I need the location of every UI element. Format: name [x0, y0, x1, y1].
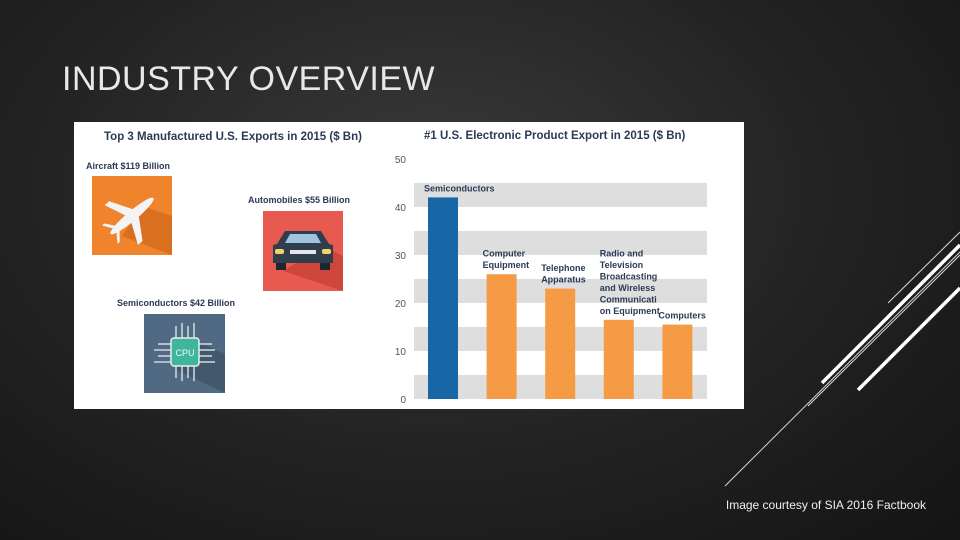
airplane-icon — [92, 176, 172, 255]
semiconductor-export-label: Semiconductors $42 Billion — [117, 298, 236, 308]
aircraft-export-label: Aircraft $119 Billion — [86, 161, 171, 171]
semiconductor-tile: CPU — [144, 314, 225, 393]
automobile-tile — [263, 211, 343, 291]
left-panel-title: Top 3 Manufactured U.S. Exports in 2015 … — [104, 131, 362, 143]
decor-line-3 — [820, 243, 960, 385]
decor-line-2 — [807, 254, 960, 407]
cpu-chip-icon: CPU — [144, 314, 225, 393]
cpu-label: CPU — [175, 348, 194, 358]
aircraft-tile — [92, 176, 172, 255]
decor-line-1 — [724, 251, 960, 487]
image-credit-caption: Image courtesy of SIA 2016 Factbook — [725, 498, 926, 512]
automobile-export-label: Automobiles $55 Billion — [248, 195, 351, 205]
decor-line-5 — [887, 231, 960, 304]
decor-line-4 — [856, 286, 960, 392]
chart-title: #1 U.S. Electronic Product Export in 201… — [424, 130, 686, 142]
page-title: INDUSTRY OVERVIEW — [62, 60, 436, 98]
car-icon — [263, 211, 343, 291]
